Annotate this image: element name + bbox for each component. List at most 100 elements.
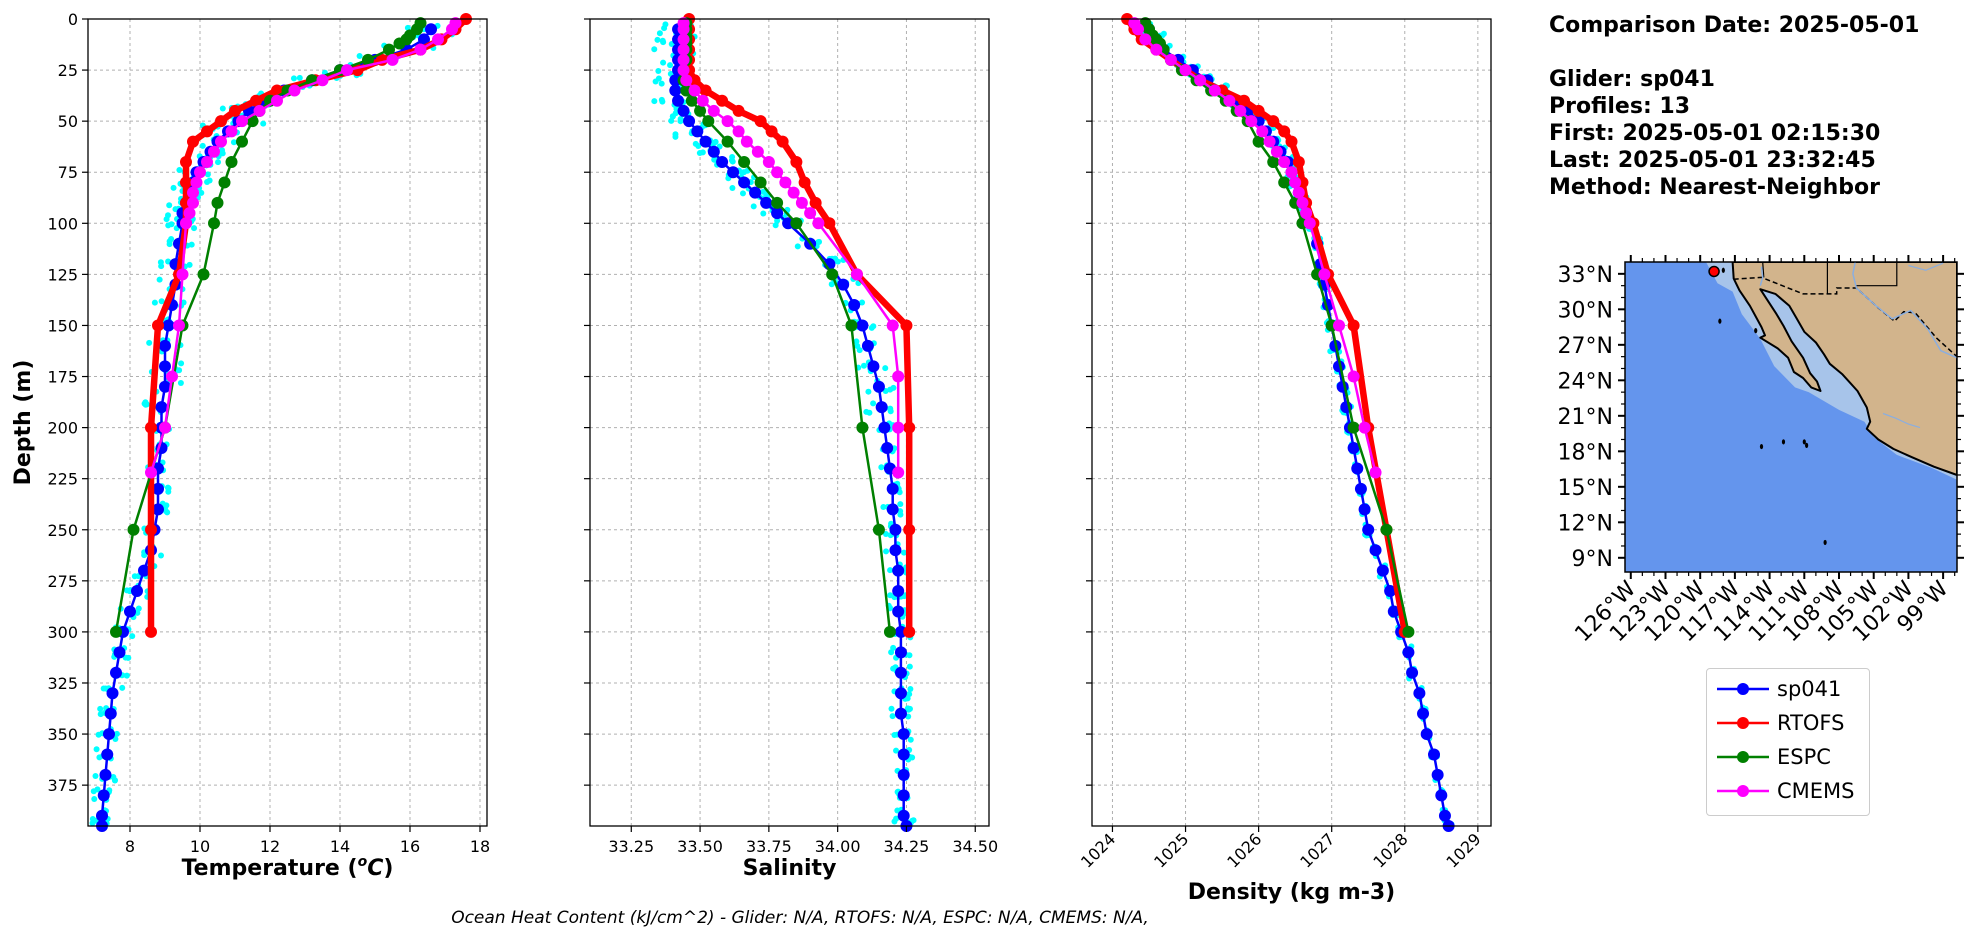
series-point-sp041 bbox=[872, 380, 885, 393]
series-point-cmems bbox=[341, 64, 353, 77]
series-point-cmems bbox=[696, 94, 709, 107]
series-point-cmems bbox=[271, 94, 283, 107]
y-tick-label: 225 bbox=[47, 470, 78, 489]
series-point-sp041 bbox=[782, 217, 795, 230]
glider-profile-dot bbox=[865, 388, 872, 395]
series-point-rtofs bbox=[900, 319, 913, 332]
gulf-edge bbox=[1956, 335, 1957, 412]
glider-profile-dot bbox=[290, 75, 297, 82]
series-point-rtofs bbox=[688, 74, 701, 87]
series-point-sp041 bbox=[894, 625, 907, 638]
series-point-rtofs bbox=[1238, 94, 1250, 107]
series-point-cmems bbox=[236, 115, 248, 128]
series-point-espc bbox=[393, 37, 406, 50]
glider-profile-dot bbox=[151, 299, 158, 306]
series-point-sp041 bbox=[677, 104, 690, 117]
series-point-sp041 bbox=[110, 666, 122, 679]
lat-label: 30°N bbox=[1558, 298, 1613, 323]
series-point-cmems bbox=[680, 74, 693, 87]
last-time: Last: 2025-05-01 23:32:45 bbox=[1549, 148, 1876, 173]
series-point-sp041 bbox=[691, 125, 704, 138]
glider-profile-dot bbox=[158, 552, 165, 559]
series-point-cmems bbox=[159, 421, 171, 434]
state-border bbox=[1762, 262, 1765, 278]
legend-label-espc: ESPC bbox=[1777, 745, 1831, 769]
series-point-sp041 bbox=[1431, 768, 1444, 781]
glider-profile-dot bbox=[760, 210, 767, 217]
glider-profile-dot bbox=[882, 365, 889, 372]
glider-profile-dot bbox=[728, 157, 735, 164]
series-point-sp041 bbox=[897, 768, 910, 781]
series-point-sp041 bbox=[1376, 564, 1389, 577]
map-body bbox=[1625, 262, 1957, 572]
series-point-espc bbox=[110, 625, 122, 638]
plot-frame bbox=[589, 18, 990, 827]
island bbox=[1805, 442, 1809, 448]
series-point-cmems bbox=[677, 64, 690, 77]
series-point-sp041 bbox=[886, 503, 899, 516]
series-point-sp041 bbox=[672, 94, 685, 107]
inset-map: 33°N30°N27°N24°N21°N18°N15°N12°N9°N126°W… bbox=[1558, 255, 1964, 647]
series-point-cmems bbox=[166, 370, 178, 383]
series-point-cmems bbox=[886, 319, 899, 332]
glider-profile-dot bbox=[170, 184, 177, 191]
series-point-cmems bbox=[183, 207, 196, 220]
series-point-sp041 bbox=[707, 145, 720, 158]
series-point-cmems bbox=[1285, 166, 1298, 179]
glider-profile-dot bbox=[166, 202, 173, 209]
glider-profile-dot bbox=[122, 654, 129, 661]
glider-profile-dot bbox=[91, 795, 98, 802]
series-point-cmems bbox=[1256, 125, 1269, 138]
series-point-cmems bbox=[1333, 319, 1345, 332]
glider-profile-dot bbox=[893, 747, 900, 754]
island bbox=[1718, 318, 1722, 324]
series-point-sp041 bbox=[892, 564, 905, 577]
series-point-cmems bbox=[677, 23, 690, 36]
series-point-sp041 bbox=[106, 687, 119, 700]
lat-label: 33°N bbox=[1558, 263, 1613, 288]
lat-label: 12°N bbox=[1558, 511, 1613, 536]
river bbox=[1882, 412, 1921, 429]
series-point-cmems bbox=[677, 43, 690, 56]
series-point-sp041 bbox=[1420, 728, 1433, 741]
glider-profile-dot bbox=[156, 276, 163, 283]
series-point-sp041 bbox=[897, 809, 910, 822]
series-point-cmems bbox=[187, 196, 199, 209]
x-tick-label: 1024 bbox=[1077, 829, 1119, 871]
series-point-rtofs bbox=[152, 319, 164, 332]
state-border bbox=[1856, 262, 1898, 287]
glider-profile-dot bbox=[146, 339, 153, 346]
series-point-espc bbox=[225, 156, 238, 169]
series-point-rtofs bbox=[716, 94, 729, 107]
legend-entry-rtofs: RTOFS bbox=[1707, 709, 1867, 739]
series-point-sp041 bbox=[97, 789, 110, 802]
glider-profile-dot bbox=[887, 567, 894, 574]
series-point-cmems bbox=[1318, 268, 1331, 281]
series-point-cmems bbox=[194, 166, 206, 179]
lat-label: 27°N bbox=[1558, 334, 1613, 359]
series-point-cmems bbox=[176, 268, 189, 281]
series-point-sp041 bbox=[1351, 462, 1364, 475]
series-point-rtofs bbox=[1347, 319, 1360, 332]
series-point-espc bbox=[362, 53, 374, 66]
series-point-rtofs bbox=[145, 421, 157, 434]
glider-profile-dot bbox=[889, 713, 896, 720]
series-point-sp041 bbox=[1438, 809, 1451, 822]
series-point-rtofs bbox=[250, 94, 262, 107]
series-point-cmems bbox=[740, 135, 753, 148]
glider-profile-dot bbox=[111, 777, 118, 784]
series-point-espc bbox=[208, 217, 220, 230]
glider-profile-dot bbox=[168, 235, 175, 242]
series-point-cmems bbox=[795, 196, 808, 209]
glider-profile-dot bbox=[123, 672, 130, 679]
series-point-cmems bbox=[432, 33, 444, 46]
series-point-sp041 bbox=[152, 482, 164, 495]
series-point-sp041 bbox=[875, 401, 888, 414]
series-point-rtofs bbox=[1285, 135, 1298, 148]
series-point-sp041 bbox=[159, 380, 171, 393]
glider-profile-dot bbox=[206, 177, 213, 184]
series-line-espc bbox=[1144, 22, 1410, 633]
glider-profile-dot bbox=[667, 62, 674, 69]
glider-profile-dot bbox=[93, 746, 100, 753]
glider-profile-dot bbox=[870, 400, 877, 407]
